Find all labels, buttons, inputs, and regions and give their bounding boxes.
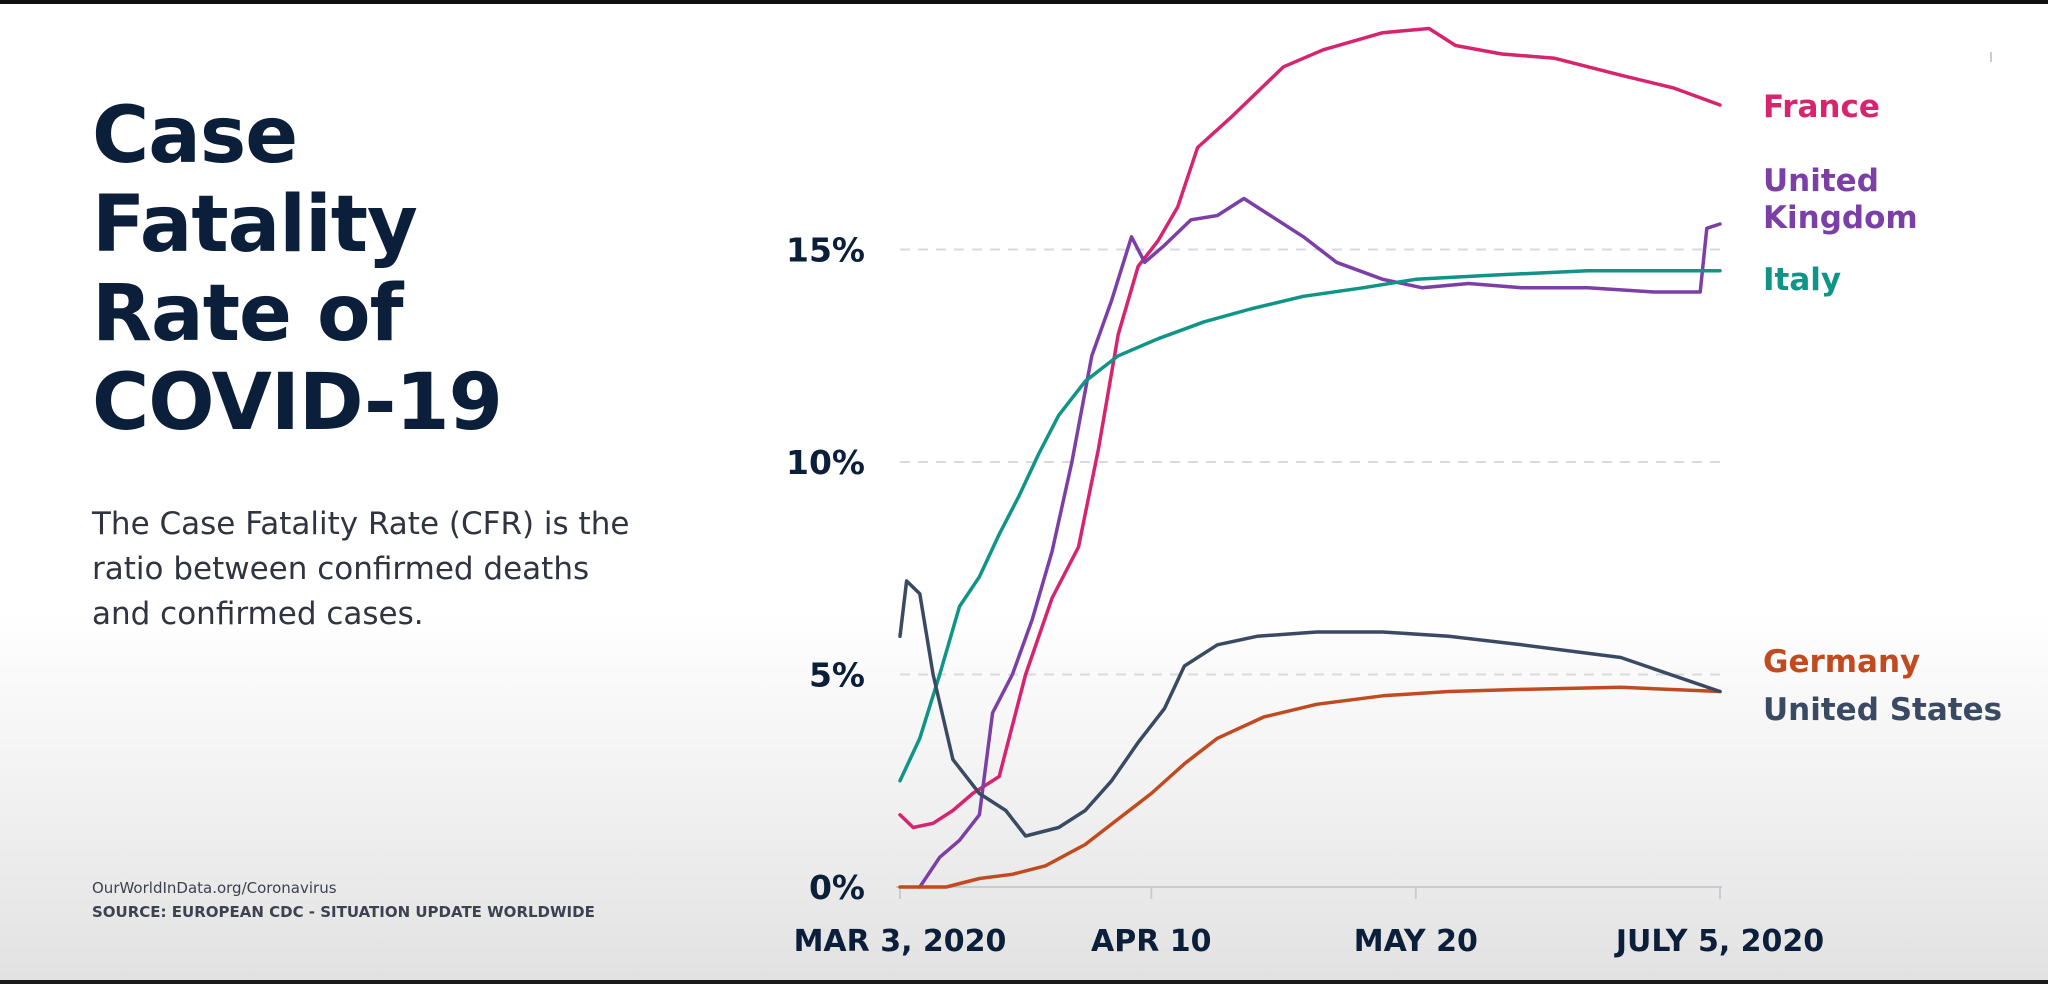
edge-mark xyxy=(1990,52,1992,62)
y-tick-label: 15% xyxy=(786,231,865,270)
x-tick-label: JULY 5, 2020 xyxy=(1614,924,1824,959)
legend-label-italy: Italy xyxy=(1763,262,1841,298)
x-tick-label: MAR 3, 2020 xyxy=(794,924,1007,959)
y-tick-label: 10% xyxy=(786,443,865,482)
chart-grid xyxy=(900,248,1722,676)
cfr-line-chart: 0% 5% 10% 15% MAR 3, 2020 APR 10 MAY 20 JULY 5,… xyxy=(786,26,2002,960)
legend-label-united-kingdom: United xyxy=(1763,163,1879,199)
y-tick-label: 0% xyxy=(809,868,865,907)
series-line-germany xyxy=(898,685,1722,889)
series-line-united-states xyxy=(898,579,1722,838)
legend-label-germany: Germany xyxy=(1763,644,1920,680)
x-tick-label: APR 10 xyxy=(1091,924,1212,959)
chart-axis: 0% 5% 10% 15% MAR 3, 2020 APR 10 MAY 20 JULY 5,… xyxy=(786,231,1824,960)
legend-label-france: France xyxy=(1763,89,1880,125)
series-line-united-kingdom xyxy=(918,196,1722,889)
source-block: OurWorldInData.org/Coronavirus SOURCE: E… xyxy=(92,876,595,924)
source-url: OurWorldInData.org/Coronavirus xyxy=(92,879,337,897)
slide-description: The Case Fatality Rate (CFR) is the rati… xyxy=(92,506,630,632)
legend-label-united-states: United States xyxy=(1763,692,2002,728)
x-tick-label: MAY 20 xyxy=(1354,924,1478,959)
chart-lines xyxy=(898,26,1722,889)
legend-label-united-kingdom: Kingdom xyxy=(1763,200,1918,236)
y-tick-label: 5% xyxy=(809,656,865,695)
source-credit: SOURCE: EUROPEAN CDC - SITUATION UPDATE … xyxy=(92,903,595,921)
slide-title: Case Fatality Rate of COVID-19 xyxy=(92,91,503,448)
series-line-italy xyxy=(898,269,1722,783)
